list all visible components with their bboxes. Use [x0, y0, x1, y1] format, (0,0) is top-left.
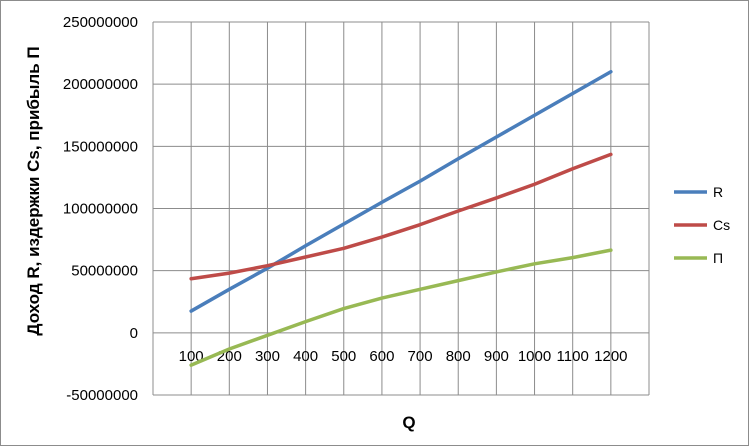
x-tick-label: 300 — [255, 348, 280, 365]
y-tick-label: 250000000 — [63, 14, 138, 31]
series-line-1 — [189, 69, 613, 313]
y-tick-label: 100000000 — [63, 201, 138, 218]
x-axis-title: Q — [402, 413, 415, 432]
x-tick-label: 600 — [369, 348, 394, 365]
series-line-2 — [189, 152, 613, 281]
legend-label: П — [713, 250, 723, 266]
y-tick-label: 200000000 — [63, 76, 138, 93]
legend: R Cs П — [674, 184, 730, 266]
gridlines — [152, 21, 650, 396]
x-tick-label: 700 — [408, 348, 433, 365]
x-tick-label: 1100 — [557, 348, 589, 365]
y-tick-labels: -50000000 0 50000000 100000000 150000000 2000… — [63, 14, 138, 404]
y-tick-label: -50000000 — [66, 387, 138, 404]
y-tick-label: 50000000 — [71, 263, 138, 280]
legend-label: R — [713, 184, 723, 200]
y-tick-label: 150000000 — [63, 138, 138, 155]
series-lines — [189, 69, 613, 367]
x-tick-labels: 100 200 300 400 500 600 700 800 900 1000 1100 1200 — [179, 348, 628, 365]
x-tick-label: 1200 — [594, 348, 627, 365]
series-line-3 — [189, 248, 613, 367]
y-axis-title: Доход R, издержки Cs, прибыль П — [24, 46, 43, 335]
x-tick-label: 900 — [484, 348, 509, 365]
x-tick-label: 400 — [293, 348, 318, 365]
x-tick-label: 500 — [331, 348, 356, 365]
y-tick-label: 0 — [130, 325, 138, 342]
x-tick-label: 100 — [179, 348, 204, 365]
x-tick-label: 800 — [446, 348, 471, 365]
x-tick-label: 1000 — [518, 348, 551, 365]
legend-label: Cs — [713, 217, 730, 233]
